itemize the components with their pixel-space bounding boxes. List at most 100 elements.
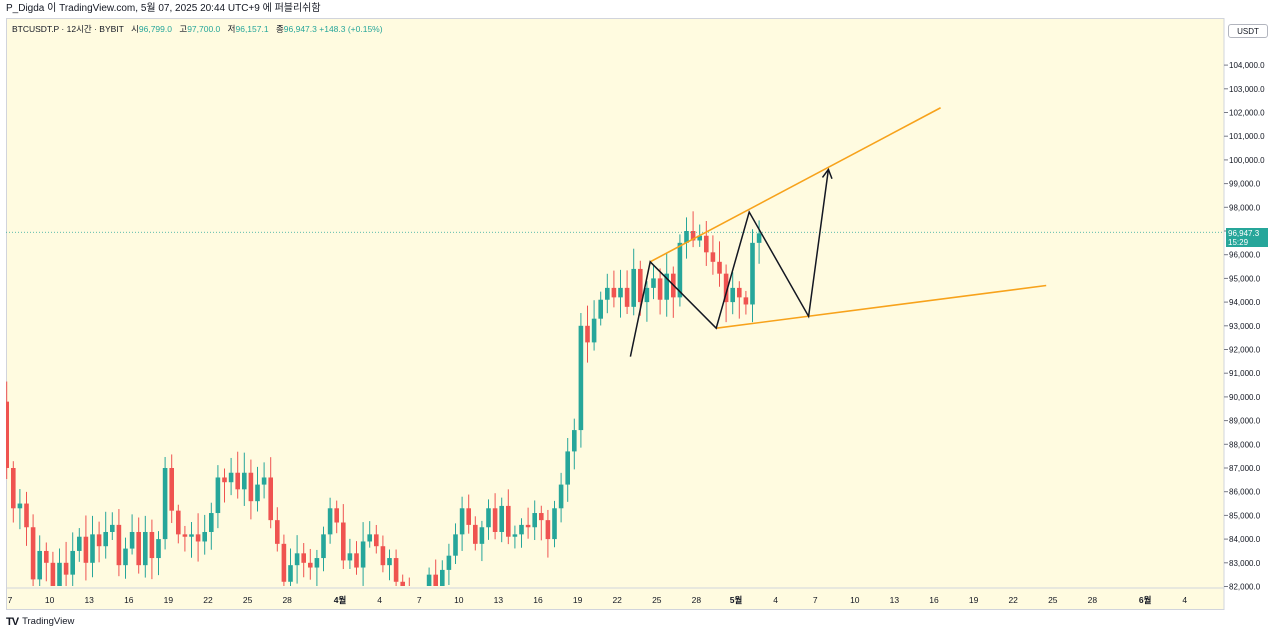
candle-body bbox=[400, 581, 405, 586]
candle-up bbox=[519, 518, 524, 548]
price-tick-label: 98,000.0 bbox=[1229, 203, 1261, 212]
candle-down bbox=[737, 281, 742, 319]
candle-body bbox=[195, 534, 201, 542]
candle-down bbox=[506, 489, 511, 545]
candle-down bbox=[407, 577, 412, 610]
candle-up bbox=[565, 438, 570, 502]
candle-body bbox=[374, 534, 379, 547]
candle-body bbox=[737, 287, 742, 298]
candle-body bbox=[347, 553, 353, 561]
candle-up bbox=[288, 548, 293, 586]
candle-body bbox=[103, 531, 108, 547]
candle-up bbox=[440, 560, 445, 586]
close-label: 종 bbox=[275, 24, 284, 34]
time-tick-label: 19 bbox=[164, 595, 174, 605]
candle-body bbox=[143, 531, 148, 566]
candle-up bbox=[123, 537, 128, 579]
time-tick-label: 16 bbox=[929, 595, 939, 605]
candle-body bbox=[367, 534, 372, 542]
candle-body bbox=[30, 527, 36, 580]
candle-down bbox=[545, 509, 551, 558]
candle-down bbox=[248, 459, 254, 520]
candle-down bbox=[710, 235, 716, 275]
time-tick-label: 19 bbox=[573, 595, 583, 605]
candle-body bbox=[624, 287, 630, 307]
candle-body bbox=[565, 451, 570, 485]
candle-down bbox=[420, 608, 425, 610]
candle-up bbox=[479, 520, 485, 562]
candle-body bbox=[294, 553, 300, 566]
time-tick-label: 22 bbox=[203, 595, 213, 605]
candle-body bbox=[730, 287, 735, 303]
price-tick-label: 82,000.0 bbox=[1229, 583, 1261, 592]
candle-up bbox=[605, 273, 610, 314]
candle-up bbox=[261, 462, 267, 499]
price-tick-label: 90,000.0 bbox=[1229, 393, 1261, 402]
candle-up bbox=[110, 512, 115, 541]
candle-up bbox=[209, 502, 214, 550]
time-tick-label: 13 bbox=[84, 595, 94, 605]
candle-body bbox=[334, 508, 339, 523]
brand-name: TradingView bbox=[22, 616, 75, 627]
candle-up bbox=[143, 515, 148, 578]
candle-body bbox=[288, 565, 293, 582]
candle-body bbox=[268, 477, 273, 521]
publish-caption: P_Digda 이 TradingView.com, 5월 07, 2025 2… bbox=[6, 3, 321, 14]
candle-body bbox=[17, 503, 23, 509]
candle-body bbox=[473, 524, 478, 544]
close-value: 96,947.3 bbox=[283, 24, 317, 34]
time-tick-label: 25 bbox=[243, 595, 253, 605]
open-label: 시 bbox=[131, 24, 139, 34]
candle-body bbox=[407, 596, 412, 610]
symbol-name[interactable]: BTCUSDT.P · 12시간 · BYBIT bbox=[12, 24, 124, 34]
candle-body bbox=[156, 539, 161, 559]
zigzag-pattern-line bbox=[629, 169, 830, 357]
candle-body bbox=[657, 278, 663, 300]
candle-body bbox=[169, 468, 174, 511]
candle-down bbox=[24, 491, 29, 546]
last-price-badge: 96,947.3 15:29 bbox=[1226, 228, 1268, 247]
candle-body bbox=[466, 508, 471, 525]
candle-body bbox=[6, 401, 9, 468]
candle-body bbox=[519, 524, 524, 535]
time-tick-label: 7 bbox=[417, 595, 422, 605]
high-value: 97,700.0 bbox=[187, 24, 221, 34]
candle-down bbox=[624, 270, 630, 314]
candle-down bbox=[611, 270, 617, 308]
candle-up bbox=[572, 418, 577, 470]
candle-down bbox=[30, 514, 36, 586]
candle-down bbox=[466, 494, 471, 534]
candle-up bbox=[37, 535, 42, 586]
time-tick-label: 4 bbox=[773, 595, 778, 605]
candle-body bbox=[24, 503, 29, 528]
candle-body bbox=[644, 287, 650, 303]
candle-body bbox=[110, 524, 115, 532]
candle-body bbox=[189, 534, 194, 537]
price-tick-label: 102,000.0 bbox=[1229, 109, 1265, 118]
candle-body bbox=[228, 472, 234, 483]
candle-body bbox=[136, 531, 141, 566]
time-tick-label: 10 bbox=[454, 595, 464, 605]
candle-down bbox=[690, 211, 696, 248]
candle-body bbox=[37, 550, 42, 580]
candle-down bbox=[539, 505, 544, 541]
candle-body bbox=[77, 536, 82, 551]
candle-body bbox=[611, 287, 617, 298]
candle-up bbox=[202, 514, 207, 555]
candle-down bbox=[281, 534, 287, 586]
candle-up bbox=[756, 220, 762, 264]
candle-down bbox=[301, 543, 306, 578]
candle-body bbox=[57, 562, 62, 586]
candle-body bbox=[83, 536, 89, 563]
time-tick-label: 22 bbox=[1008, 595, 1018, 605]
candle-body bbox=[176, 510, 181, 535]
candle-body bbox=[209, 513, 214, 532]
candlestick-chart[interactable]: 82,000.0 83,000.0 84,000.0 85,000.0 86,000.0… bbox=[6, 18, 1274, 610]
candle-down bbox=[268, 457, 273, 529]
bar-countdown: 15:29 bbox=[1228, 238, 1249, 247]
candle-body bbox=[638, 268, 643, 303]
time-tick-label: 4 bbox=[377, 595, 382, 605]
currency-selector[interactable]: USDT bbox=[1228, 24, 1268, 38]
candle-up bbox=[215, 465, 221, 529]
candle-down bbox=[525, 507, 531, 539]
